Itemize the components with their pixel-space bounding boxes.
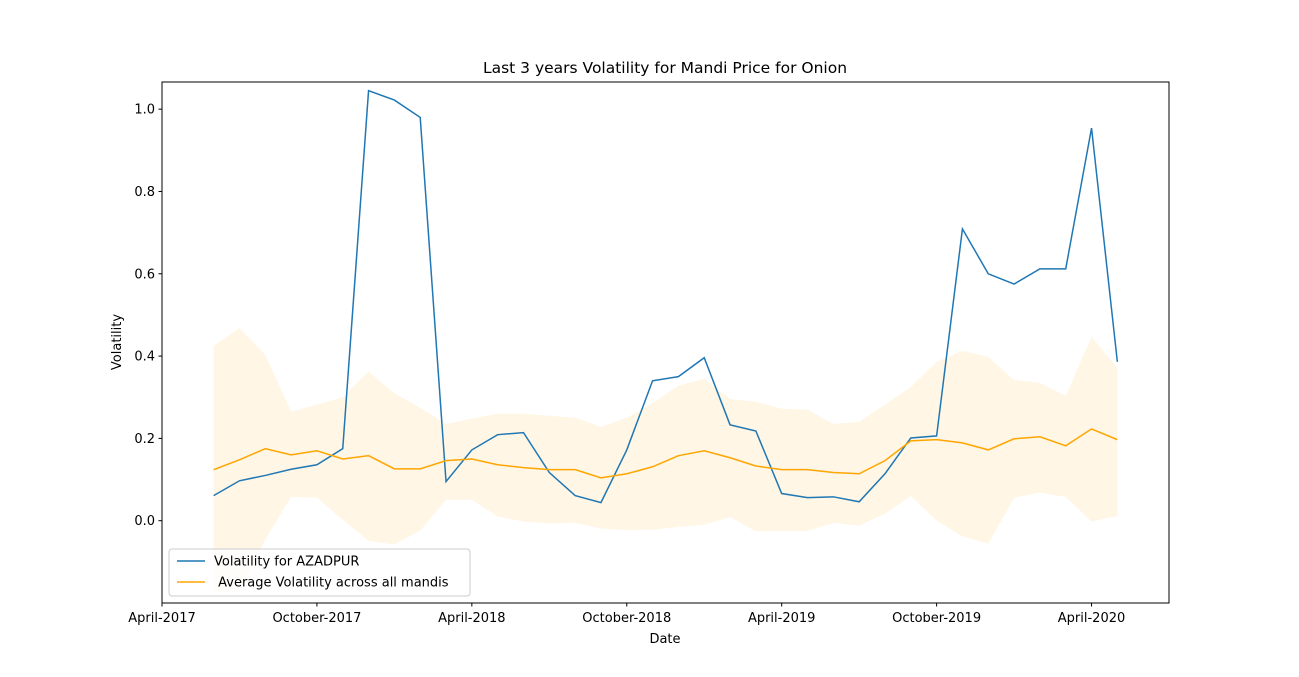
x-tick-label: April-2019 — [748, 611, 816, 626]
series-line — [213, 89, 1119, 504]
y-tick-label: 0.8 — [134, 185, 155, 200]
legend-label: Average Volatility across all mandis — [214, 576, 449, 591]
x-tick-label: April-2020 — [1058, 611, 1126, 626]
plot-frame — [161, 81, 1170, 604]
y-tick-label: 0.2 — [134, 432, 155, 447]
series-line — [213, 428, 1118, 479]
y-tick-label: 0.0 — [134, 514, 155, 529]
y-tick-label: 1.0 — [134, 103, 155, 118]
x-tick-label: April-2017 — [128, 611, 196, 626]
x-tick-label: October-2018 — [582, 611, 671, 626]
x-tick-label: October-2017 — [272, 611, 361, 626]
y-tick-label: 0.6 — [134, 267, 155, 282]
x-tick-label: October-2019 — [892, 611, 981, 626]
x-tick-label: April-2018 — [438, 611, 506, 626]
chart-title: Last 3 years Volatility for Mandi Price … — [483, 59, 847, 77]
y-axis-label: Volatility — [110, 314, 125, 370]
y-tick-label: 0.4 — [134, 350, 155, 365]
legend-label: Volatility for AZADPUR — [214, 555, 359, 570]
legend-box — [168, 548, 471, 597]
x-axis-label: Date — [649, 632, 680, 647]
